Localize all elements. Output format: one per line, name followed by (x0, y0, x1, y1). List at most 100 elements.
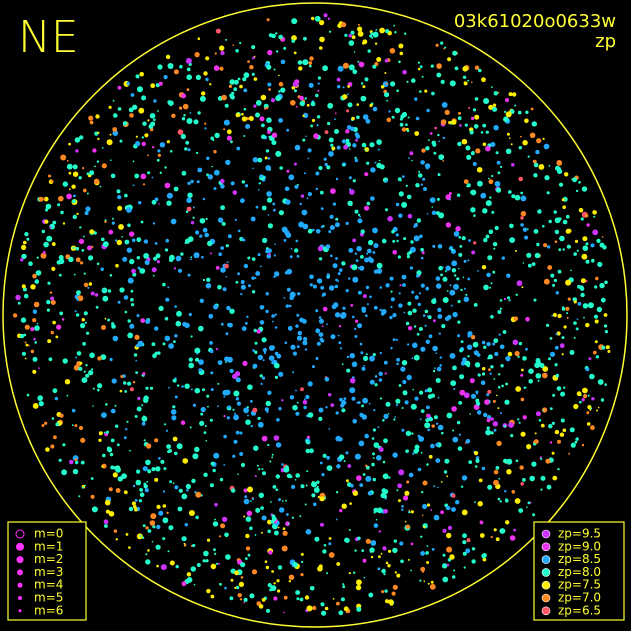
star (382, 546, 387, 551)
star (361, 404, 364, 408)
star (592, 350, 597, 355)
star (317, 76, 321, 80)
star (282, 530, 288, 536)
star (136, 86, 143, 93)
star (83, 272, 86, 275)
star (503, 297, 507, 301)
star (364, 172, 369, 177)
star (317, 495, 321, 499)
magnitude-marker (17, 569, 23, 576)
star (265, 149, 270, 153)
star (362, 294, 367, 299)
star (171, 415, 177, 421)
star (414, 131, 420, 136)
star (446, 314, 452, 320)
star (462, 551, 467, 556)
star (580, 286, 585, 291)
star (427, 582, 430, 585)
star (226, 135, 232, 141)
star (379, 308, 382, 312)
star (199, 95, 206, 102)
star (411, 159, 413, 162)
star (449, 289, 456, 296)
star (195, 74, 201, 80)
star (462, 276, 465, 279)
star (186, 67, 191, 72)
star (294, 89, 297, 93)
star (156, 564, 159, 568)
star (73, 273, 76, 276)
star (278, 210, 284, 216)
star (599, 242, 605, 248)
star (219, 45, 225, 51)
star (467, 334, 471, 338)
star (542, 366, 549, 372)
star (416, 218, 422, 223)
star (490, 417, 494, 421)
star (73, 364, 80, 371)
star (278, 498, 281, 502)
star (274, 530, 279, 536)
star (521, 368, 524, 372)
star (335, 435, 342, 442)
star (261, 515, 267, 521)
star (357, 290, 362, 295)
star (50, 330, 54, 335)
star (402, 283, 406, 287)
star (212, 521, 219, 527)
star (210, 563, 217, 570)
star (380, 552, 383, 555)
star (101, 163, 107, 169)
star (569, 350, 575, 355)
star (170, 256, 173, 259)
star (470, 335, 476, 340)
star (262, 347, 267, 353)
star (497, 171, 501, 175)
star (359, 483, 364, 487)
star (325, 244, 331, 250)
star (540, 475, 546, 481)
star (174, 395, 178, 399)
star (373, 409, 376, 412)
star (419, 390, 424, 395)
star (81, 377, 88, 383)
star (203, 431, 207, 434)
star (204, 122, 207, 125)
star (593, 314, 599, 319)
star (561, 336, 565, 340)
star (387, 564, 391, 568)
star (137, 266, 141, 270)
magnitude-label: m=1 (34, 539, 63, 553)
star (117, 85, 122, 90)
zp-marker (541, 555, 551, 564)
star (96, 262, 100, 266)
star (396, 89, 399, 92)
star (402, 390, 408, 396)
star (495, 151, 499, 155)
star (42, 251, 46, 255)
star (585, 242, 589, 246)
star (162, 282, 166, 287)
star (235, 430, 240, 435)
star (88, 255, 94, 261)
star (378, 555, 381, 559)
star (147, 529, 152, 533)
star (163, 467, 167, 471)
star (123, 490, 128, 495)
magnitude-marker (15, 529, 25, 539)
star (395, 202, 400, 207)
star (389, 602, 394, 606)
star (141, 136, 144, 139)
star (486, 272, 491, 278)
star (150, 513, 157, 520)
star (328, 151, 334, 157)
star (383, 573, 386, 576)
star (499, 528, 506, 534)
star (462, 540, 467, 545)
star (286, 473, 292, 479)
star (166, 444, 172, 449)
star (158, 457, 161, 460)
star (488, 177, 490, 180)
star (463, 566, 466, 569)
star (283, 46, 287, 50)
